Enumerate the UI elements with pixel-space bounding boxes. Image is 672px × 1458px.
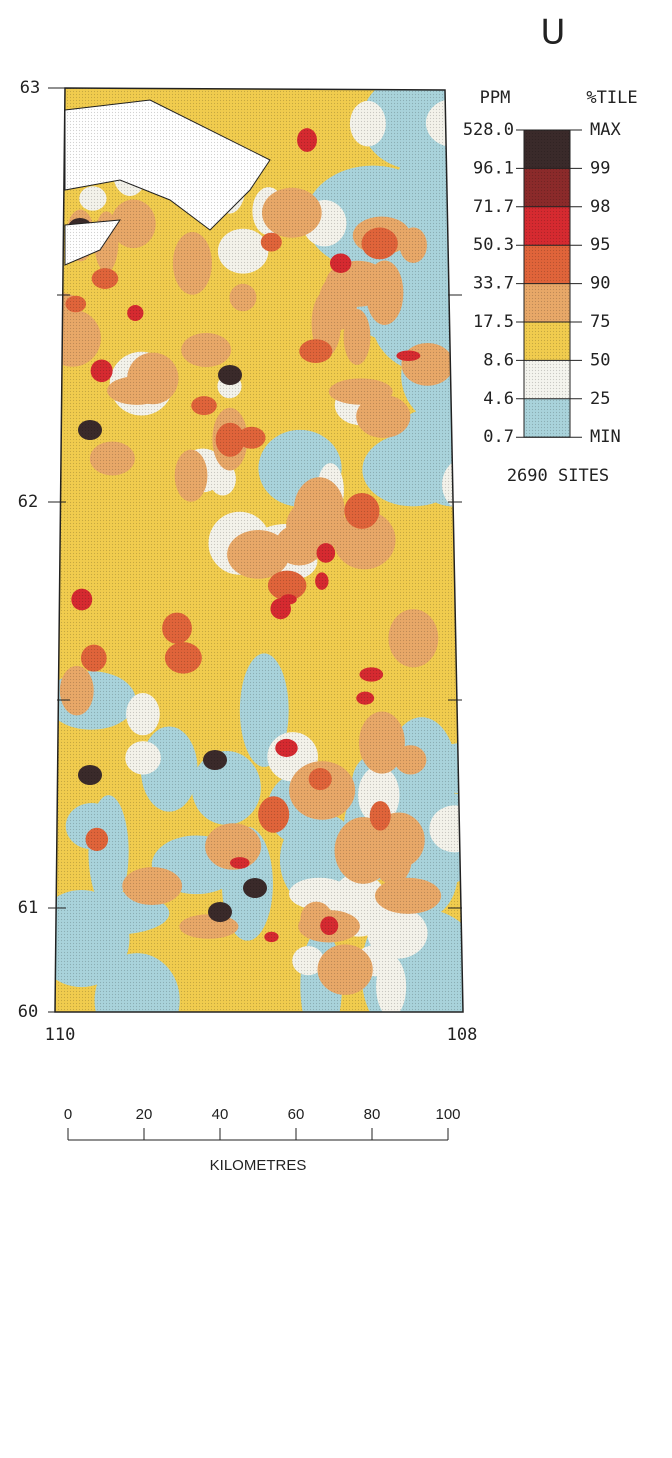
scale-tick-label: 60 bbox=[288, 1106, 305, 1123]
element-title: U bbox=[541, 13, 566, 53]
ppm-label: 33.7 bbox=[473, 274, 514, 294]
percentile-label: 75 bbox=[590, 312, 610, 332]
scale-tick-label: 80 bbox=[364, 1106, 381, 1123]
scale-tick-label: 0 bbox=[64, 1106, 72, 1123]
percentile-label: 95 bbox=[590, 235, 610, 255]
ppm-label: 528.0 bbox=[463, 120, 514, 140]
ppm-label: 4.6 bbox=[483, 389, 514, 409]
percentile-header: %TILE bbox=[586, 88, 637, 108]
lat-label: 60 bbox=[18, 1002, 38, 1022]
lat-label: 62 bbox=[18, 492, 38, 512]
map-frame bbox=[54, 87, 464, 1013]
layout: 528.0 MAX 96.1 99 71.7 98 50.3 95 33.7 90 17.5 75 8.… bbox=[48, 87, 621, 1141]
percentile-label: MIN bbox=[590, 427, 621, 447]
map-area bbox=[55, 88, 463, 1012]
percentile-label: 25 bbox=[590, 389, 610, 409]
scale-tick-label: 40 bbox=[212, 1106, 229, 1123]
lon-label: 108 bbox=[447, 1025, 478, 1045]
ppm-label: 96.1 bbox=[473, 158, 514, 178]
percentile-label: 50 bbox=[590, 350, 610, 370]
percentile-label: MAX bbox=[590, 120, 621, 140]
dot-screen bbox=[55, 88, 463, 1012]
ppm-label: 71.7 bbox=[473, 197, 514, 217]
ppm-header: PPM bbox=[480, 88, 511, 108]
lon-label: 110 bbox=[45, 1025, 76, 1045]
percentile-label: 99 bbox=[590, 158, 610, 178]
percentile-label: 98 bbox=[590, 197, 610, 217]
ppm-label: 0.7 bbox=[483, 427, 514, 447]
scale-label: KILOMETRES bbox=[210, 1157, 307, 1174]
ppm-label: 8.6 bbox=[483, 350, 514, 370]
lat-label: 63 bbox=[20, 78, 40, 98]
scale-tick-label: 100 bbox=[435, 1106, 460, 1123]
lat-label: 61 bbox=[18, 898, 38, 918]
ppm-label: 17.5 bbox=[473, 312, 514, 332]
sites-count: 2690 SITES bbox=[507, 466, 609, 486]
scale-tick-label: 20 bbox=[136, 1106, 153, 1123]
ppm-label: 50.3 bbox=[473, 235, 514, 255]
percentile-label: 90 bbox=[590, 274, 610, 294]
